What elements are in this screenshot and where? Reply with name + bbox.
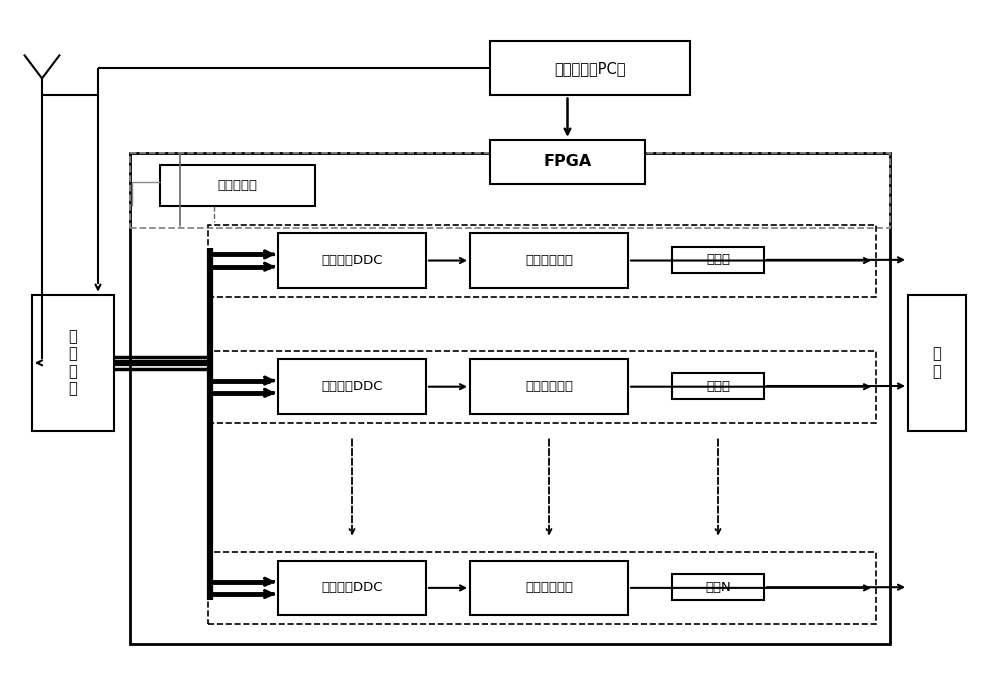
Bar [470,359,628,414]
Bar [278,233,426,288]
Text: 软件配置（PC）: 软件配置（PC） [554,61,626,76]
Bar [672,373,764,399]
Bar [278,359,426,414]
Text: 通道N: 通道N [705,580,731,594]
Text: 频率控制器: 频率控制器 [218,179,258,192]
Bar [208,351,876,423]
Text: 多模中频DDC: 多模中频DDC [321,254,383,267]
Text: 多模中频DDC: 多模中频DDC [321,380,383,394]
Text: 频
点: 频 点 [933,346,941,379]
Text: 基带扫频算法: 基带扫频算法 [525,581,573,595]
Text: 宽
带
射
频: 宽 带 射 频 [69,329,77,396]
Bar [160,165,315,206]
Bar [130,153,890,644]
Bar [908,295,966,431]
Text: 多模中频DDC: 多模中频DDC [321,581,383,595]
Bar [672,247,764,273]
Text: 基带扫频算法: 基带扫频算法 [525,254,573,267]
Bar [278,561,426,615]
Bar [672,574,764,600]
Text: 基带扫频算法: 基带扫频算法 [525,380,573,394]
Bar [208,552,876,624]
Text: 通道一: 通道一 [706,253,730,267]
Bar [470,561,628,615]
Text: FPGA: FPGA [543,155,592,169]
Bar [32,295,114,431]
Text: 通道二: 通道二 [706,379,730,393]
Bar [130,153,890,228]
Bar [208,225,876,297]
Bar [470,233,628,288]
Bar [490,140,645,184]
Bar [490,41,690,95]
